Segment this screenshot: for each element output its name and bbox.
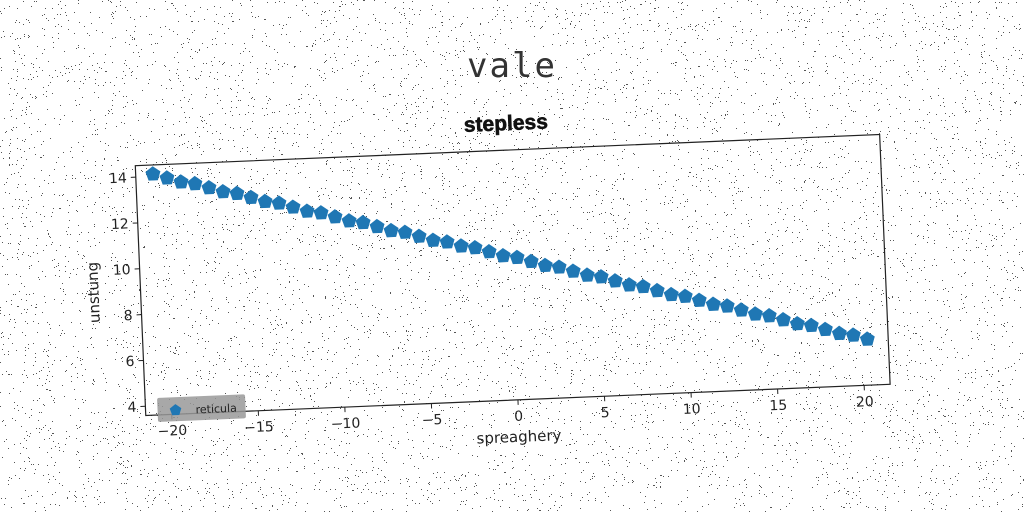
data-point	[831, 325, 847, 341]
data-point	[803, 317, 819, 333]
data-point	[565, 263, 581, 278]
data-point	[411, 228, 427, 243]
x-tick-label: −5	[421, 412, 442, 429]
x-axis-ticks: −20 −15 −10 −5 0 5 10 15 20	[157, 385, 874, 440]
data-point	[733, 302, 749, 317]
data-point	[257, 193, 273, 209]
chart-rotated-group: −20 −15 −10 −5 0 5 10 15 20 4 6 8 10 12 14 stepless s…	[83, 110, 891, 448]
data-point	[215, 183, 231, 199]
data-point	[453, 238, 469, 253]
plot-area-frame	[134, 133, 891, 417]
data-point	[467, 239, 483, 255]
data-point	[579, 267, 595, 282]
data-point	[537, 257, 553, 273]
data-point	[635, 278, 651, 294]
data-point	[551, 259, 567, 274]
data-point	[425, 232, 441, 247]
data-point	[789, 316, 805, 331]
y-tick-label: 10	[113, 262, 131, 279]
data-point	[761, 307, 777, 323]
data-point	[187, 175, 203, 191]
y-tick-label: 4	[127, 400, 137, 416]
data-point	[663, 286, 679, 302]
data-point	[369, 218, 385, 234]
data-point	[327, 209, 343, 224]
legend-box	[157, 394, 246, 422]
data-point	[677, 288, 693, 303]
x-tick-label: 0	[514, 409, 524, 425]
x-axis-label: spreaghery	[476, 426, 562, 448]
x-tick-label: 10	[683, 401, 701, 418]
data-point	[313, 205, 329, 220]
chart-title: stepless	[463, 110, 548, 137]
y-axis-label: unstung	[83, 262, 104, 324]
data-point	[859, 331, 875, 346]
y-axis-ticks: 4 6 8 10 12 14	[109, 171, 146, 416]
data-point	[173, 174, 189, 189]
data-point	[621, 277, 637, 292]
data-point	[509, 249, 525, 265]
data-point	[299, 203, 315, 218]
data-point	[383, 222, 399, 238]
x-tick-label: −15	[244, 419, 274, 436]
x-tick-label: −20	[157, 423, 187, 440]
data-point	[439, 234, 455, 249]
data-point	[593, 269, 609, 284]
data-point	[229, 185, 245, 201]
x-tick-label: −10	[330, 415, 360, 432]
data-point	[775, 312, 791, 327]
y-tick-label: 14	[109, 171, 128, 188]
data-point	[341, 213, 357, 228]
data-point	[747, 306, 763, 321]
figure-suptitle: vale	[467, 46, 557, 86]
x-tick-label: 15	[769, 398, 787, 415]
data-point	[705, 296, 721, 311]
data-point	[481, 243, 497, 259]
x-tick-label: 20	[856, 394, 874, 411]
data-point	[495, 247, 511, 263]
y-tick-label: 6	[125, 354, 135, 370]
data-point	[243, 189, 259, 205]
data-point	[719, 298, 735, 313]
data-point	[649, 282, 665, 298]
data-point	[523, 253, 539, 269]
data-point	[201, 179, 217, 195]
data-point	[397, 224, 413, 239]
data-point	[271, 195, 287, 210]
y-tick-label: 8	[123, 308, 133, 324]
data-point	[691, 292, 707, 307]
x-tick-label: 5	[600, 405, 610, 421]
data-point	[817, 321, 833, 337]
data-point	[607, 273, 623, 288]
legend-marker	[169, 404, 182, 416]
legend-label: reticula	[195, 402, 237, 417]
legend: reticula	[157, 394, 246, 422]
y-tick-label: 12	[111, 216, 129, 233]
data-point	[145, 166, 161, 181]
data-point	[159, 170, 175, 185]
data-point	[845, 327, 861, 342]
data-points	[145, 166, 875, 346]
data-point	[355, 214, 371, 230]
data-point	[285, 199, 301, 214]
